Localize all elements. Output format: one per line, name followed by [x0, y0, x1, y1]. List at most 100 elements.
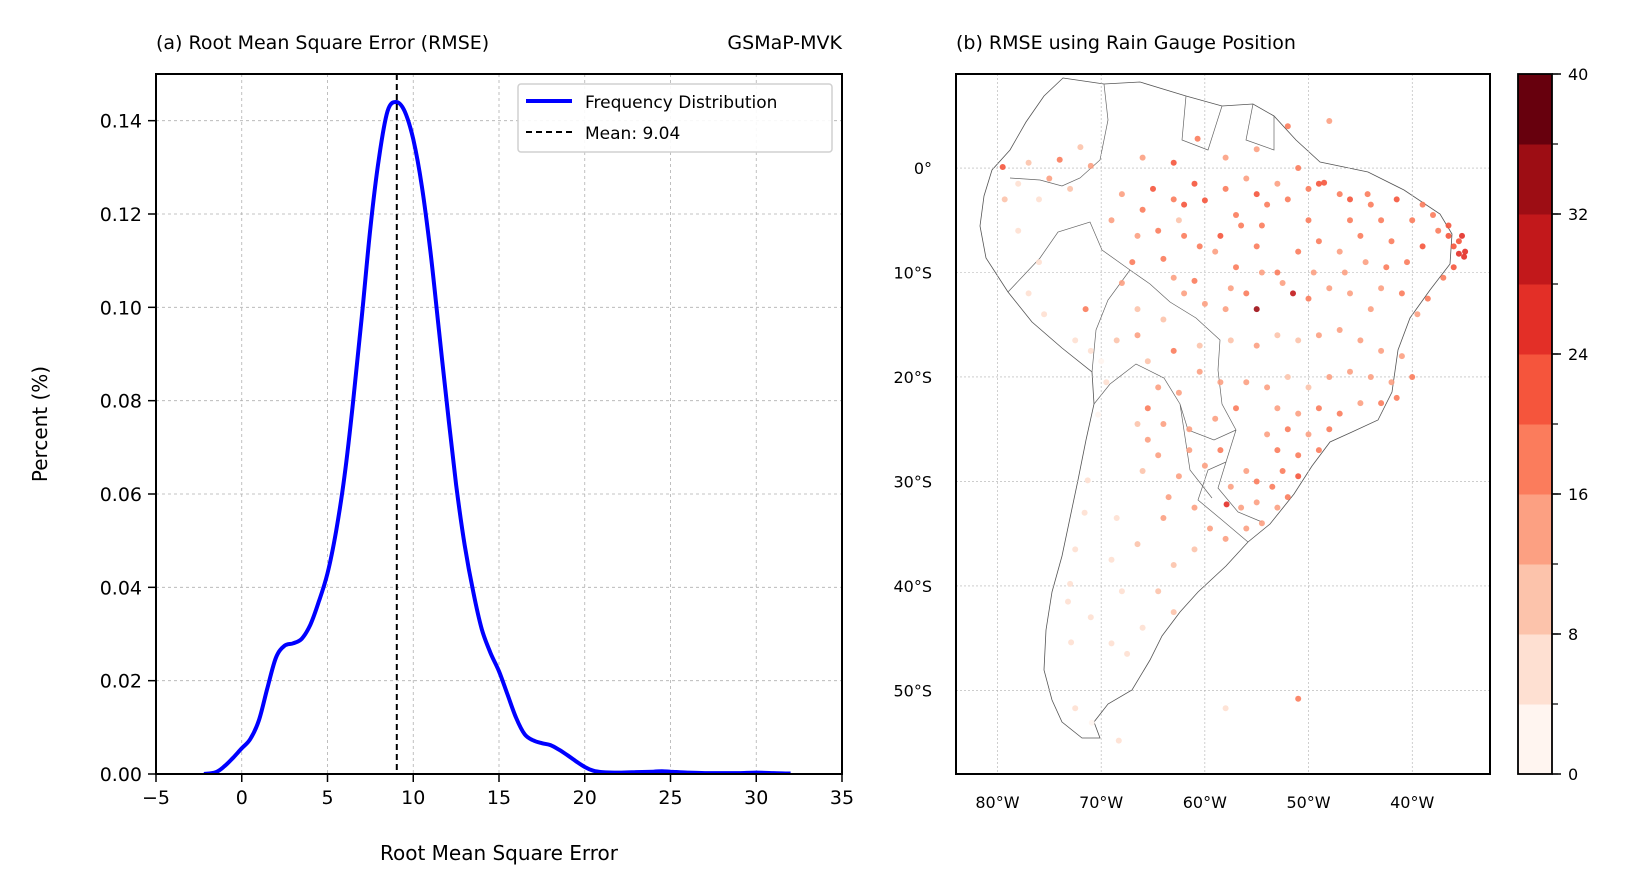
- rain-gauge-point: [1253, 146, 1260, 153]
- rain-gauge-point: [1284, 196, 1291, 203]
- rain-gauge-point: [1367, 201, 1374, 208]
- rain-gauge-point: [1212, 415, 1219, 422]
- rain-gauge-point: [1223, 501, 1230, 508]
- rain-gauge-point: [1129, 259, 1136, 266]
- rain-gauge-point: [1227, 337, 1234, 344]
- rain-gauge-point: [1274, 405, 1281, 412]
- rain-gauge-point: [1155, 588, 1162, 595]
- legend-mean-label: Mean: 9.04: [585, 124, 680, 144]
- rain-gauge-point: [1253, 342, 1260, 349]
- rain-gauge-point: [1134, 421, 1141, 427]
- colorbar-segment: [1518, 284, 1552, 355]
- rain-gauge-point: [1347, 368, 1353, 375]
- colorbar-segment: [1518, 634, 1552, 705]
- panel-a-ticks: −5 0 5 10 15 20 25 30 35 0.00 0.02 0.04 0.06 0.08 0.10…: [100, 111, 854, 809]
- rain-gauge-point: [1341, 269, 1348, 276]
- rain-gauge-point: [1175, 389, 1182, 396]
- rain-gauge-point: [1409, 217, 1416, 224]
- rain-gauge-point: [1124, 650, 1131, 657]
- rain-gauge-point: [1181, 201, 1188, 208]
- colorbar-segment: [1518, 424, 1552, 495]
- x-tick-label: 5: [321, 787, 333, 809]
- rain-gauge-point: [1424, 295, 1431, 302]
- rain-gauge-point: [1067, 580, 1074, 587]
- rain-gauge-point: [1222, 535, 1229, 542]
- x-tick-label: 10: [401, 787, 425, 809]
- colorbar-segment: [1518, 564, 1552, 635]
- rain-gauge-point: [1336, 248, 1343, 255]
- longitude-label: 50°W: [1286, 793, 1330, 812]
- rain-gauge-point: [1336, 191, 1343, 198]
- rain-gauge-point: [1113, 515, 1120, 521]
- panel-a-title-right: GSMaP-MVK: [727, 32, 842, 54]
- rain-gauge-point: [1305, 295, 1312, 302]
- longitude-label: 70°W: [1079, 793, 1123, 812]
- y-tick-label: 0.10: [100, 297, 142, 319]
- rain-gauge-point: [1274, 180, 1281, 187]
- colorbar-tick-label: 40: [1568, 65, 1588, 84]
- rain-gauge-point: [1321, 179, 1328, 186]
- rain-gauge-point: [1170, 159, 1177, 166]
- x-tick-label: 0: [236, 787, 248, 809]
- rain-gauge-point: [1326, 118, 1333, 124]
- rain-gauge-point: [1378, 285, 1385, 292]
- rain-gauge-point: [1243, 175, 1250, 182]
- rain-gauge-point: [1295, 410, 1302, 417]
- rain-gauge-point: [1222, 306, 1229, 313]
- rain-gauge-point: [1295, 248, 1302, 255]
- latitude-label: 10°S: [893, 264, 932, 283]
- legend: Frequency Distribution Mean: 9.04: [517, 83, 833, 153]
- rain-gauge-point: [1326, 426, 1333, 433]
- rain-gauge-point: [1181, 232, 1188, 239]
- rain-gauge-point: [1095, 411, 1102, 418]
- rain-gauge-point: [1087, 162, 1094, 169]
- rain-gauge-point: [1258, 520, 1265, 527]
- rain-gauge-point: [1036, 259, 1042, 266]
- rain-gauge-point: [1378, 347, 1385, 354]
- rain-gauge-point: [1233, 212, 1239, 218]
- rain-gauge-point: [1186, 447, 1193, 454]
- rain-gauge-point: [1347, 196, 1353, 203]
- x-tick-label: −5: [142, 787, 170, 809]
- rain-gauge-point: [1315, 332, 1322, 339]
- rain-gauge-point: [1264, 201, 1271, 208]
- panel-a: (a) Root Mean Square Error (RMSE) GSMaP-…: [28, 32, 854, 865]
- rain-gauge-point: [1404, 259, 1410, 266]
- rain-gauge-point: [1295, 473, 1302, 480]
- rain-gauge-point: [1087, 347, 1094, 354]
- rain-gauge-point: [1264, 384, 1271, 391]
- rain-gauge-point: [1290, 290, 1296, 297]
- rain-gauge-point: [1082, 306, 1089, 313]
- rain-gauge-point: [1118, 191, 1125, 198]
- rain-gauge-point: [1419, 243, 1426, 250]
- rain-gauge-point: [1170, 562, 1177, 568]
- rain-gauge-point: [1258, 222, 1265, 229]
- rain-gauge-point: [1160, 515, 1167, 521]
- rain-gauge-point: [1201, 462, 1208, 469]
- rain-gauge-point: [1165, 494, 1172, 501]
- rain-gauge-point: [1315, 180, 1322, 187]
- rain-gauge-point: [1295, 695, 1302, 702]
- colorbar-tick-label: 32: [1568, 205, 1588, 224]
- y-tick-label: 0.14: [100, 111, 142, 133]
- rain-gauge-point: [1378, 400, 1385, 407]
- rain-gauge-point: [1155, 452, 1162, 459]
- rain-gauge-point: [1196, 243, 1203, 250]
- rain-gauge-point: [1041, 311, 1048, 318]
- rain-gauge-point: [1326, 374, 1333, 380]
- colorbar-segment: [1518, 494, 1552, 565]
- rain-gauge-point: [1243, 379, 1250, 386]
- rain-gauge-point: [1212, 248, 1219, 255]
- rain-gauge-point: [1072, 337, 1079, 344]
- rain-gauge-point: [1191, 180, 1198, 187]
- longitude-label: 80°W: [975, 793, 1019, 812]
- rain-gauge-point: [1084, 477, 1091, 484]
- rain-gauge-point: [1388, 238, 1395, 245]
- panel-a-ylabel: Percent (%): [28, 366, 52, 482]
- y-tick-label: 0.08: [100, 391, 142, 413]
- rain-gauge-point: [1274, 447, 1281, 454]
- rain-gauge-point: [1170, 609, 1177, 616]
- rain-gauge-point: [1115, 737, 1122, 744]
- colorbar-segment: [1518, 144, 1552, 215]
